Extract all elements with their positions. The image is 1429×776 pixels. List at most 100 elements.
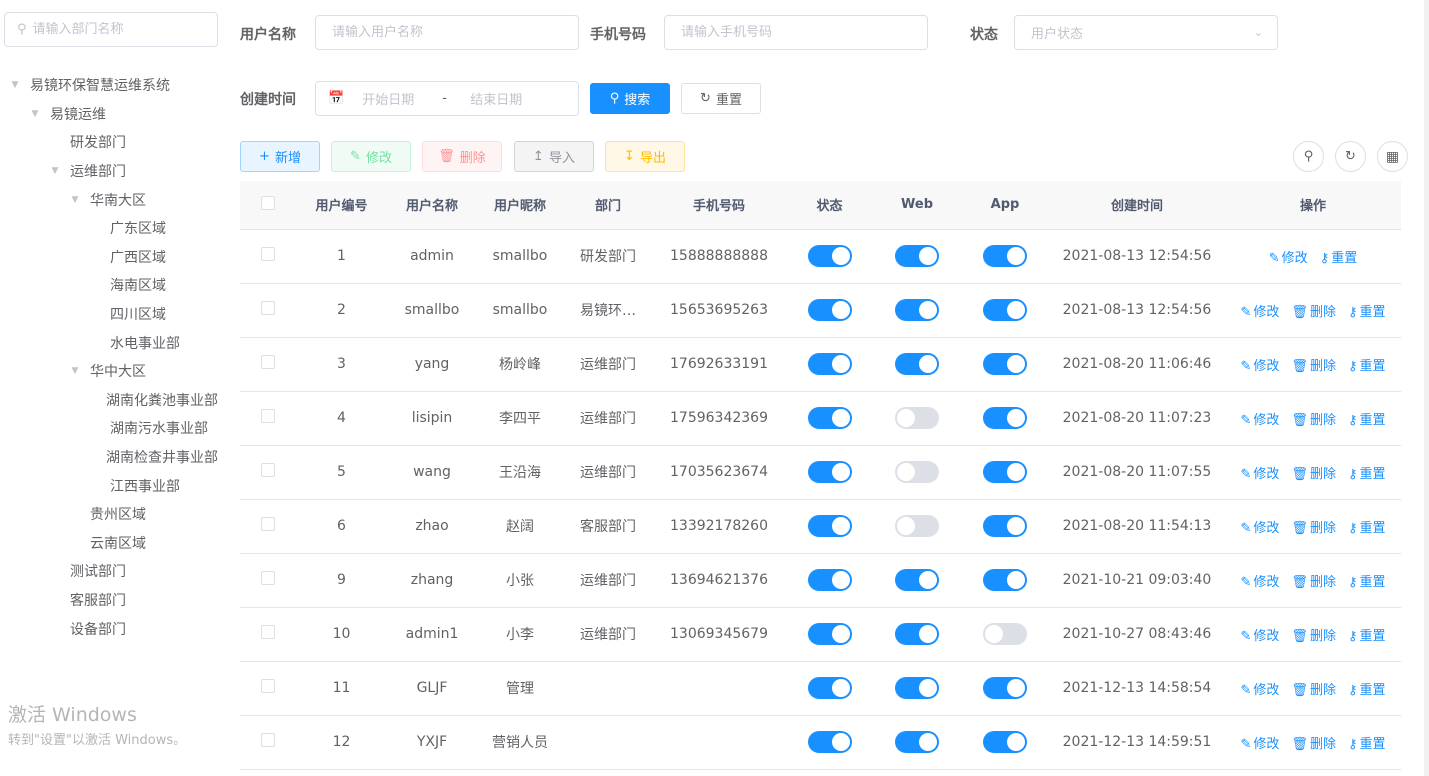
status-switch[interactable] <box>807 515 852 537</box>
reset-button[interactable]: ↻ 重置 <box>681 83 761 114</box>
tree-node[interactable]: 贵州区域 <box>0 500 218 529</box>
status-switch[interactable] <box>807 245 852 267</box>
web-switch[interactable] <box>895 623 939 645</box>
tree-node[interactable]: 江西事业部 <box>0 471 218 500</box>
row-edit-link[interactable]: ✎ 修改 <box>1241 359 1280 374</box>
username-field[interactable] <box>315 15 579 50</box>
phone-input[interactable] <box>681 25 927 40</box>
search-button[interactable]: ⚲ 搜索 <box>590 83 670 114</box>
row-edit-link[interactable]: ✎ 修改 <box>1269 251 1308 266</box>
row-reset-password-link[interactable]: ⚷ 重置 <box>1348 629 1386 644</box>
start-date[interactable]: 开始日期 <box>362 93 415 108</box>
row-checkbox[interactable] <box>260 355 275 369</box>
app-switch[interactable] <box>983 515 1027 537</box>
tree-node[interactable]: 客服部门 <box>0 586 218 615</box>
app-switch[interactable] <box>983 245 1027 267</box>
tree-node[interactable]: 海南区域 <box>0 271 218 300</box>
row-checkbox[interactable] <box>260 409 275 423</box>
row-delete-link[interactable]: 🗑 删除 <box>1291 737 1336 752</box>
row-reset-password-link[interactable]: ⚷ 重置 <box>1348 305 1386 320</box>
columns-button[interactable]: ▦ <box>1377 141 1408 172</box>
row-edit-link[interactable]: ✎ 修改 <box>1241 467 1280 482</box>
row-delete-link[interactable]: 🗑 删除 <box>1291 305 1336 320</box>
edit-button[interactable]: ✎ 修改 <box>331 141 411 172</box>
tree-node[interactable]: 四川区域 <box>0 300 218 329</box>
app-switch[interactable] <box>983 623 1027 645</box>
row-reset-password-link[interactable]: ⚷ 重置 <box>1320 251 1358 266</box>
status-switch[interactable] <box>807 407 852 429</box>
row-checkbox[interactable] <box>260 517 275 531</box>
status-switch[interactable] <box>807 299 852 321</box>
row-checkbox[interactable] <box>260 625 275 639</box>
web-switch[interactable] <box>895 677 939 699</box>
refresh-button[interactable]: ↻ <box>1335 141 1366 172</box>
row-delete-link[interactable]: 🗑 删除 <box>1291 683 1336 698</box>
row-reset-password-link[interactable]: ⚷ 重置 <box>1348 467 1386 482</box>
caret-down-icon[interactable]: ▼ <box>71 366 79 377</box>
toggle-search-button[interactable]: ⚲ <box>1293 141 1324 172</box>
row-delete-link[interactable]: 🗑 删除 <box>1291 359 1336 374</box>
date-range-picker[interactable]: 📅 开始日期 - 结束日期 <box>315 81 579 116</box>
status-switch[interactable] <box>807 569 852 591</box>
add-button[interactable]: + 新增 <box>240 141 320 172</box>
app-switch[interactable] <box>983 299 1027 321</box>
web-switch[interactable] <box>895 461 939 483</box>
row-edit-link[interactable]: ✎ 修改 <box>1241 521 1280 536</box>
row-edit-link[interactable]: ✎ 修改 <box>1241 575 1280 590</box>
status-switch[interactable] <box>807 623 852 645</box>
row-checkbox[interactable] <box>260 301 275 315</box>
tree-node[interactable]: 湖南化粪池事业部 <box>0 386 218 415</box>
tree-node[interactable]: ▼ 运维部门 <box>0 157 218 186</box>
web-switch[interactable] <box>895 353 939 375</box>
web-switch[interactable] <box>895 515 939 537</box>
tree-node[interactable]: 研发部门 <box>0 128 218 157</box>
row-edit-link[interactable]: ✎ 修改 <box>1241 629 1280 644</box>
row-reset-password-link[interactable]: ⚷ 重置 <box>1348 359 1386 374</box>
app-switch[interactable] <box>983 677 1027 699</box>
caret-down-icon[interactable]: ▼ <box>31 108 39 119</box>
row-checkbox[interactable] <box>260 463 275 477</box>
tree-node[interactable]: ▼ 易镜环保智慧运维系统 <box>0 71 218 100</box>
dept-search-field[interactable]: ⚲ <box>4 12 218 47</box>
row-delete-link[interactable]: 🗑 删除 <box>1291 467 1336 482</box>
status-switch[interactable] <box>807 677 852 699</box>
row-checkbox[interactable] <box>260 679 275 693</box>
row-edit-link[interactable]: ✎ 修改 <box>1241 305 1280 320</box>
row-edit-link[interactable]: ✎ 修改 <box>1241 683 1280 698</box>
web-switch[interactable] <box>895 569 939 591</box>
app-switch[interactable] <box>983 407 1027 429</box>
row-delete-link[interactable]: 🗑 删除 <box>1291 413 1336 428</box>
dept-search-input[interactable] <box>32 22 203 37</box>
app-switch[interactable] <box>983 461 1027 483</box>
tree-node[interactable]: 设备部门 <box>0 614 218 643</box>
row-delete-link[interactable]: 🗑 删除 <box>1291 629 1336 644</box>
username-input[interactable] <box>332 25 578 40</box>
phone-field[interactable] <box>664 15 928 50</box>
status-switch[interactable] <box>807 461 852 483</box>
caret-down-icon[interactable]: ▼ <box>51 166 59 177</box>
row-reset-password-link[interactable]: ⚷ 重置 <box>1348 683 1386 698</box>
status-switch[interactable] <box>807 353 852 375</box>
row-edit-link[interactable]: ✎ 修改 <box>1241 737 1280 752</box>
export-button[interactable]: ↧ 导出 <box>605 141 685 172</box>
status-switch[interactable] <box>807 731 852 753</box>
caret-down-icon[interactable]: ▼ <box>71 194 79 205</box>
web-switch[interactable] <box>895 245 939 267</box>
app-switch[interactable] <box>983 569 1027 591</box>
tree-node[interactable]: 广东区域 <box>0 214 218 243</box>
tree-node[interactable]: 水电事业部 <box>0 328 218 357</box>
row-delete-link[interactable]: 🗑 删除 <box>1291 521 1336 536</box>
status-select[interactable]: 用户状态 ⌄ <box>1014 15 1278 50</box>
import-button[interactable]: ↥ 导入 <box>514 141 594 172</box>
tree-node[interactable]: 云南区域 <box>0 529 218 558</box>
row-checkbox[interactable] <box>260 571 275 585</box>
row-reset-password-link[interactable]: ⚷ 重置 <box>1348 737 1386 752</box>
tree-node[interactable]: 湖南检查井事业部 <box>0 443 218 472</box>
delete-button[interactable]: 🗑 删除 <box>422 141 502 172</box>
row-edit-link[interactable]: ✎ 修改 <box>1241 413 1280 428</box>
end-date[interactable]: 结束日期 <box>470 93 523 108</box>
web-switch[interactable] <box>895 407 939 429</box>
tree-node[interactable]: ▼ 易镜运维 <box>0 100 218 129</box>
row-reset-password-link[interactable]: ⚷ 重置 <box>1348 575 1386 590</box>
row-reset-password-link[interactable]: ⚷ 重置 <box>1348 413 1386 428</box>
